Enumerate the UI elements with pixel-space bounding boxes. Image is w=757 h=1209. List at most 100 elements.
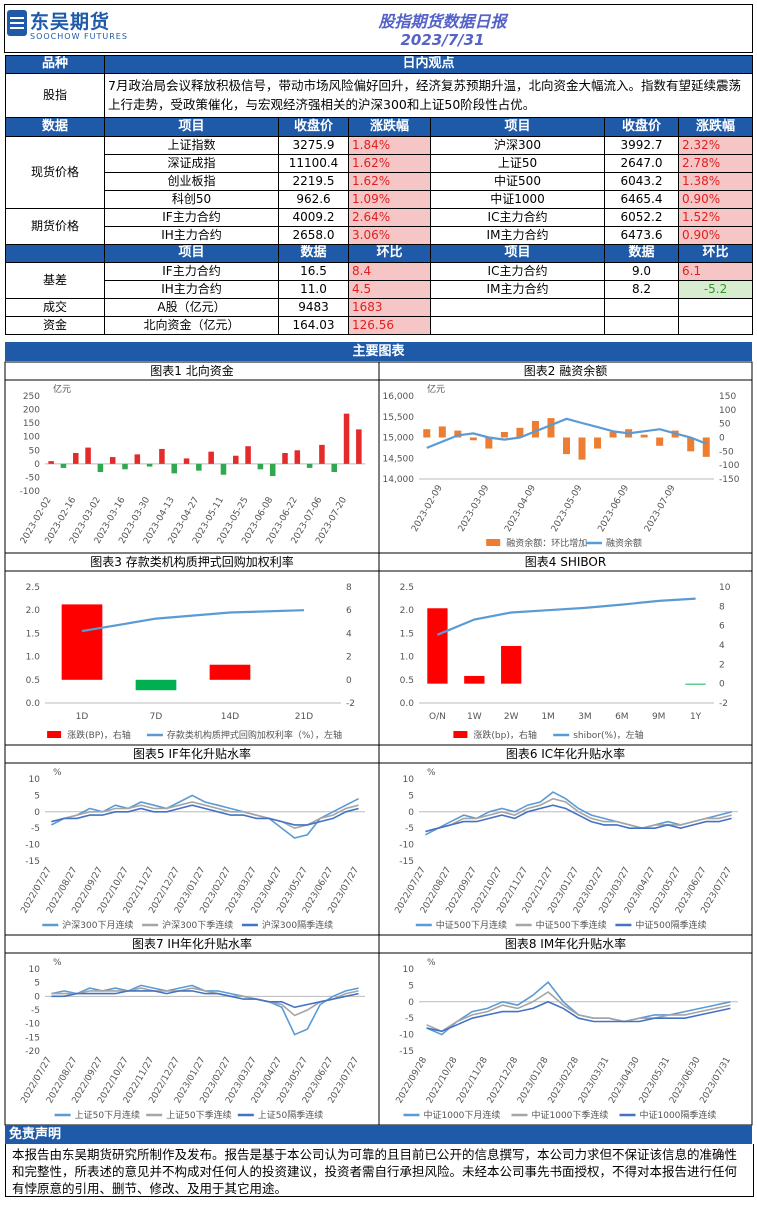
table-row: IH主力合约 2658.0 3.06% IM主力合约 6473.6 0.90% [6,226,754,245]
logo: 东吴期货 [30,11,111,33]
line [51,990,359,1009]
table-cell: 环比 [348,244,431,263]
table-cell: 涨跌幅 [677,117,754,137]
legend-label: 涨跌(bp)，右轴 [473,729,536,741]
y-tick-label: -10 [399,841,414,851]
x-tick-label: 7D [150,712,163,722]
bar [171,463,177,474]
line [426,1000,731,1033]
x-tick-label: 14D [221,712,239,722]
header [4,4,753,53]
bar [640,434,648,438]
y-tick-label: -20 [25,1047,40,1057]
bar [183,458,190,464]
y-tick-label: 150 [23,419,40,429]
table-cell [5,244,105,263]
table-cell: 2219.5 [278,172,349,191]
table-row: 资金 北向资金（亿元） 164.03 126.56 [5,316,754,335]
table-cell: 7月政治局会议释放积极信号，带动市场风险偏好回升，经济复苏预期升温，北向资金大幅… [103,73,754,118]
bar [469,437,477,441]
bar [209,664,251,680]
bar [454,430,462,438]
y-tick-label: 1.5 [26,629,40,639]
y-tick-label: 0 [34,808,40,818]
logo-icon [7,10,27,36]
table-cell: 项目 [430,244,605,263]
y-tick-label: 1.5 [400,629,414,639]
table-cell [677,316,754,335]
y-tick-label: 14,500 [383,454,415,464]
chart-title: 图表2 融资余额 [524,363,607,378]
table-cell: 涨跌幅 [348,117,431,137]
table-row: 项目 数据 环比 项目 数据 环比 [5,244,754,263]
bar [97,463,104,472]
y2-tick-label: -150 [719,475,740,485]
line [51,804,359,826]
bar [500,431,508,438]
x-tick-label: 9M [652,712,666,722]
bar [306,463,313,468]
unit: 亿元 [427,383,445,395]
legend-label: 中证1000下季连续 [532,1109,609,1121]
table-cell: 3.06% [348,226,431,245]
y-tick-label: 100 [23,433,40,443]
x-tick-label: 2022/10/28 [425,1055,460,1105]
y2-tick-label: -2 [719,699,728,709]
x-tick-label: 2023/07/31 [698,1056,733,1106]
y-tick-label: 5 [34,979,40,989]
logo-en: SOOCHOW FUTURES [30,32,128,41]
legend-label: 沪深300下月连续 [62,919,133,931]
y-tick-label: -5 [405,824,414,834]
table-row: 数据 项目 收盘价 涨跌幅 项目 收盘价 涨跌幅 [5,117,754,137]
bar [109,457,116,464]
x-tick-label: 2023-03-09 [457,483,492,534]
y2-tick-label: 150 [719,392,736,402]
bar [702,437,710,457]
table-cell: 1.62% [348,154,431,173]
chart-title: 图表5 IF年化升贴水率 [133,746,251,761]
y-tick-label: 2.5 [26,583,40,593]
table-cell: 1.62% [348,172,431,191]
y-tick-label: 1.0 [26,653,41,663]
unit: 亿元 [53,383,71,395]
disclaimer-header: 免责声明 [5,1125,752,1144]
table-row: IH主力合约 11.0 4.5 IM主力合约 8.2 -5.2 [6,280,754,299]
date: 2023/7/31 [400,31,485,49]
y-tick-label: -10 [25,1020,40,1030]
table-cell: 项目 [104,117,279,137]
y-tick-label: 0 [408,808,414,818]
y-tick-label: -10 [399,1031,414,1041]
x-tick-label: 6M [615,712,629,722]
bar [233,455,239,464]
bar [656,437,664,446]
bar [319,444,325,464]
y-tick-label: -5 [405,1014,414,1024]
legend-label: 沪深300隔季连续 [262,919,333,931]
y2-tick-label: 10 [719,583,731,593]
legend-label: 上证50下季连续 [166,1109,231,1121]
legend-label: 上证50下月连续 [75,1109,140,1121]
table-cell: 6043.2 [604,172,679,191]
chart-title: 图表3 存款类机构质押式回购加权利率 [90,554,293,569]
y-tick-label: 50 [29,446,41,456]
bar [60,463,67,468]
y-tick-label: -10 [25,841,40,851]
x-tick-label: 1W [467,712,482,722]
bar [594,437,602,449]
y-tick-label: -15 [25,857,40,867]
table-cell: 1683 [348,298,431,317]
x-tick-label: 1D [76,712,89,722]
y2-tick-label: -100 [719,461,740,471]
y-tick-label: 2.0 [26,606,41,616]
bar [159,448,165,464]
table-row: 股指 7月政治局会议释放积极信号，带动市场风险偏好回升，经济复苏预期升温，北向资金… [5,73,754,118]
bar [73,453,79,464]
bar [687,437,695,452]
line [51,987,359,1017]
legend-label: 中证500隔季连续 [635,919,706,931]
bar [134,454,141,464]
table-cell: 项目 [104,244,279,263]
bar [146,463,153,467]
